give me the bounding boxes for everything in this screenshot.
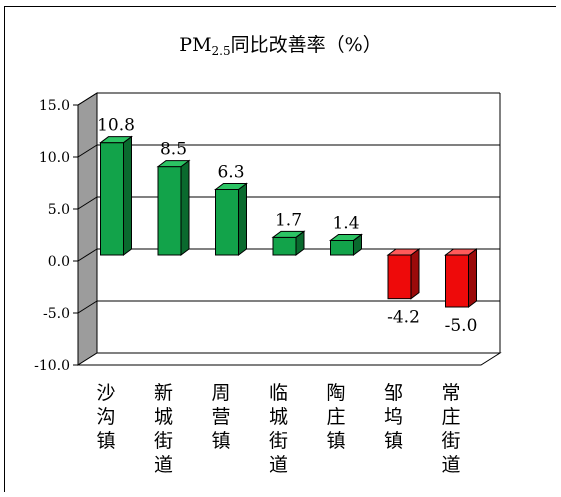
x-tick-label: 镇: [384, 430, 403, 452]
bar-side: [123, 135, 132, 256]
bar: [445, 254, 469, 308]
x-tick-label: 沟: [96, 406, 115, 428]
bar: [215, 188, 239, 256]
x-tick-label: 城: [154, 406, 173, 428]
x-tick-label: 街: [269, 430, 288, 452]
x-tick-label: 街: [441, 430, 460, 452]
data-label: -5.0: [445, 316, 478, 336]
x-tick-label: 道: [154, 454, 173, 476]
bar-side: [468, 248, 477, 308]
chart-frame: [4, 6, 556, 492]
bar-top: [214, 182, 248, 190]
x-tick-label: 沙: [96, 382, 115, 404]
y-tick-label: 10.0: [39, 150, 70, 166]
bar-side: [238, 182, 247, 256]
x-tick-label: 坞: [384, 406, 403, 428]
x-tick-label: 街: [154, 430, 173, 452]
chart-title-prefix: PM: [179, 34, 212, 56]
y-tick-label: 0.0: [48, 254, 70, 270]
gridline-diag: [77, 196, 98, 210]
chart-title-subscript: 2.5: [211, 44, 231, 58]
data-label: 1.4: [332, 213, 359, 233]
y-tick-label: 5.0: [48, 202, 70, 218]
data-label: 1.7: [275, 210, 302, 230]
data-label: 10.8: [97, 116, 135, 136]
gridline-diag: [77, 300, 98, 314]
x-tick-label: 陶: [326, 382, 345, 404]
gridline-diag: [77, 248, 98, 262]
bar: [100, 142, 124, 256]
x-tick-label: 常: [441, 382, 460, 404]
bar: [157, 166, 182, 256]
x-tick-label: 城: [269, 406, 288, 428]
x-tick-label: 临: [269, 382, 288, 404]
x-tick-label: 镇: [211, 430, 230, 452]
data-label: 8.5: [160, 140, 187, 160]
floor: [76, 352, 502, 366]
gridline-diag: [77, 144, 98, 158]
x-tick-label: 新: [154, 382, 173, 404]
x-tick-label: 道: [269, 454, 288, 476]
gridline-diag: [77, 92, 98, 106]
x-tick-label: 周: [211, 382, 230, 404]
data-label: -4.2: [387, 308, 420, 328]
bar-top: [99, 136, 133, 144]
y-tick-label: -5.0: [43, 306, 70, 322]
chart-title: PM2.5同比改善率（%）: [0, 30, 561, 58]
bar-top: [156, 160, 191, 168]
x-tick-label: 庄: [326, 406, 345, 428]
x-tick-label: 镇: [326, 430, 345, 452]
chart-title-suffix: 同比改善率（%）: [230, 34, 382, 56]
data-label: 6.3: [217, 162, 244, 182]
bar-top: [386, 248, 421, 256]
bar-side: [410, 248, 420, 300]
bar-top: [329, 233, 363, 241]
y-tick-label: 15.0: [39, 98, 70, 114]
bar-side: [180, 159, 190, 256]
bar: [387, 254, 412, 300]
y-tick-label: -10.0: [34, 358, 70, 374]
bar: [330, 239, 354, 256]
bar-top: [271, 230, 306, 238]
bar-top: [444, 248, 478, 256]
side-wall: [77, 92, 98, 366]
bar: [272, 236, 297, 256]
x-tick-label: 营: [211, 406, 230, 428]
x-tick-label: 庄: [441, 406, 460, 428]
x-tick-label: 道: [441, 454, 460, 476]
x-tick-label: 邹: [384, 382, 403, 404]
x-tick-label: 镇: [96, 430, 115, 452]
